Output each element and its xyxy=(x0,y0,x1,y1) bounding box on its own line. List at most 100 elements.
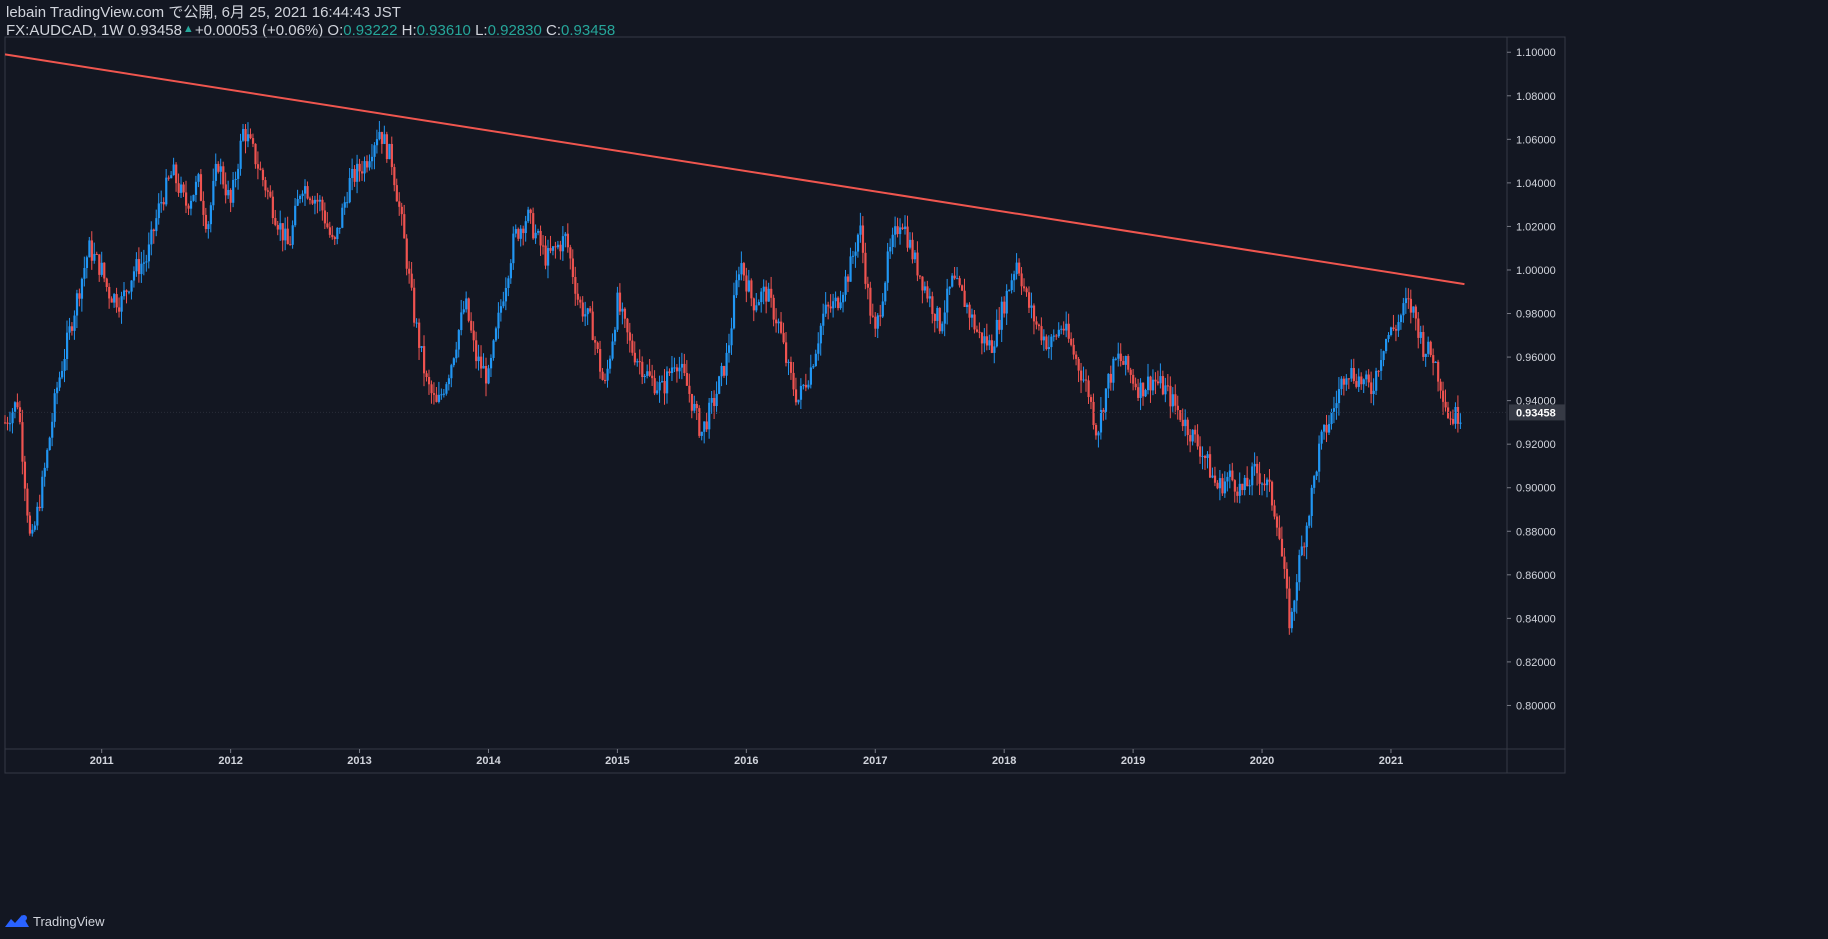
candle-body xyxy=(90,240,93,261)
candle-body xyxy=(229,189,232,203)
candle-body xyxy=(494,328,498,341)
candle-body xyxy=(1392,327,1395,330)
candle-body xyxy=(723,365,726,376)
candle-body xyxy=(1027,292,1031,308)
candle-body xyxy=(1303,546,1306,548)
candle-body xyxy=(534,232,537,239)
candle-body xyxy=(413,287,416,323)
candle-body xyxy=(380,131,384,144)
candle-body xyxy=(246,134,250,142)
candle-body xyxy=(467,298,470,321)
candle-body xyxy=(1085,379,1088,381)
candle-body xyxy=(643,375,646,378)
candle-body xyxy=(604,379,607,381)
candle-body xyxy=(1424,353,1427,357)
candle-body xyxy=(385,134,389,160)
candle-body xyxy=(804,384,808,388)
candle-body xyxy=(581,302,584,317)
candle-body xyxy=(670,367,674,374)
candle-body xyxy=(160,202,163,204)
candle-body xyxy=(475,340,478,362)
candle-body xyxy=(685,373,689,386)
candle-body xyxy=(1332,408,1336,412)
candle-body xyxy=(579,299,582,303)
candle-body xyxy=(1194,429,1197,435)
candle-body xyxy=(1258,473,1261,484)
candle-body xyxy=(1201,455,1204,457)
candle-body xyxy=(1129,369,1132,375)
candle-body xyxy=(56,387,59,394)
candle-body xyxy=(1340,378,1343,390)
candle-body xyxy=(549,248,552,251)
candle-body xyxy=(633,352,636,363)
candle-body xyxy=(1018,262,1021,274)
candle-body xyxy=(440,394,443,396)
candle-body xyxy=(348,177,351,203)
time-tick-label: 2015 xyxy=(605,755,629,767)
candle-body xyxy=(447,378,451,385)
candle-body xyxy=(1137,387,1140,398)
candle-body xyxy=(1427,341,1430,354)
candle-body xyxy=(108,286,111,299)
price-tick-label: 0.90000 xyxy=(1516,483,1556,495)
candle-body xyxy=(524,221,527,234)
candle-body xyxy=(532,213,535,239)
candle-body xyxy=(110,298,113,303)
time-tick-label: 2014 xyxy=(476,755,501,767)
symbol-label[interactable]: FX:AUDCAD, 1W xyxy=(6,22,124,39)
candle-body xyxy=(224,184,227,196)
candle-body xyxy=(4,422,7,424)
candle-body xyxy=(145,261,148,263)
candle-body xyxy=(437,394,441,402)
candle-body xyxy=(21,422,24,462)
price-axis[interactable]: 1.10000 1.08000 1.06000 1.04000 1.02000 1.000… xyxy=(5,47,1565,712)
candle-body xyxy=(1300,546,1303,556)
candle-body xyxy=(489,357,493,369)
candle-body xyxy=(430,384,433,394)
candle-body xyxy=(1042,336,1046,341)
candle-body xyxy=(608,358,612,369)
candle-body xyxy=(866,283,870,288)
candle-body xyxy=(492,340,495,358)
candle-body xyxy=(321,199,324,211)
time-axis[interactable]: 2011 2012 2013 2014 2015 2016 2017 2018 2019 2020… xyxy=(90,749,1403,767)
candle-body xyxy=(809,367,812,385)
candle-body xyxy=(1102,409,1105,413)
candle-body xyxy=(1263,483,1266,486)
candle-body xyxy=(970,314,974,318)
candle-body xyxy=(988,340,991,346)
candle-body xyxy=(165,177,168,205)
price-tick-label: 0.82000 xyxy=(1516,657,1556,669)
candle-body xyxy=(921,276,924,291)
candle-body xyxy=(668,371,671,374)
candle-body xyxy=(167,177,170,179)
candle-body xyxy=(1013,274,1016,281)
candle-body xyxy=(1213,475,1217,483)
candle-body xyxy=(556,244,560,248)
candle-body xyxy=(1107,373,1110,389)
candle-body xyxy=(395,185,398,202)
candle-body xyxy=(1223,481,1227,494)
candle-body xyxy=(326,223,329,228)
candle-body xyxy=(1295,582,1298,601)
footer-brand[interactable]: TradingView xyxy=(4,911,105,931)
candle-body xyxy=(881,301,884,317)
candle-body xyxy=(420,346,423,348)
candle-body xyxy=(904,226,907,230)
candle-body xyxy=(648,371,651,376)
candle-body xyxy=(266,190,270,192)
candle-body xyxy=(118,307,121,312)
candle-body xyxy=(1037,324,1041,327)
candle-body xyxy=(1199,446,1202,457)
candle-body xyxy=(1065,323,1068,331)
candle-body xyxy=(849,256,852,282)
candle-body xyxy=(946,288,949,313)
candle-body xyxy=(861,225,865,253)
candle-body xyxy=(1236,491,1239,496)
candle-body xyxy=(626,318,629,333)
price-tick-label: 0.98000 xyxy=(1516,309,1556,321)
candle-body xyxy=(214,163,217,181)
trendline-layer[interactable] xyxy=(4,53,1465,286)
candle-body xyxy=(323,210,327,224)
